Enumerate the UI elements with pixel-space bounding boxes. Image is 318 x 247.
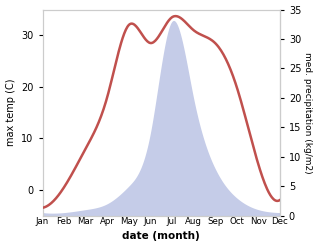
- Y-axis label: max temp (C): max temp (C): [5, 79, 16, 146]
- X-axis label: date (month): date (month): [122, 231, 200, 242]
- Y-axis label: med. precipitation (kg/m2): med. precipitation (kg/m2): [303, 52, 313, 173]
